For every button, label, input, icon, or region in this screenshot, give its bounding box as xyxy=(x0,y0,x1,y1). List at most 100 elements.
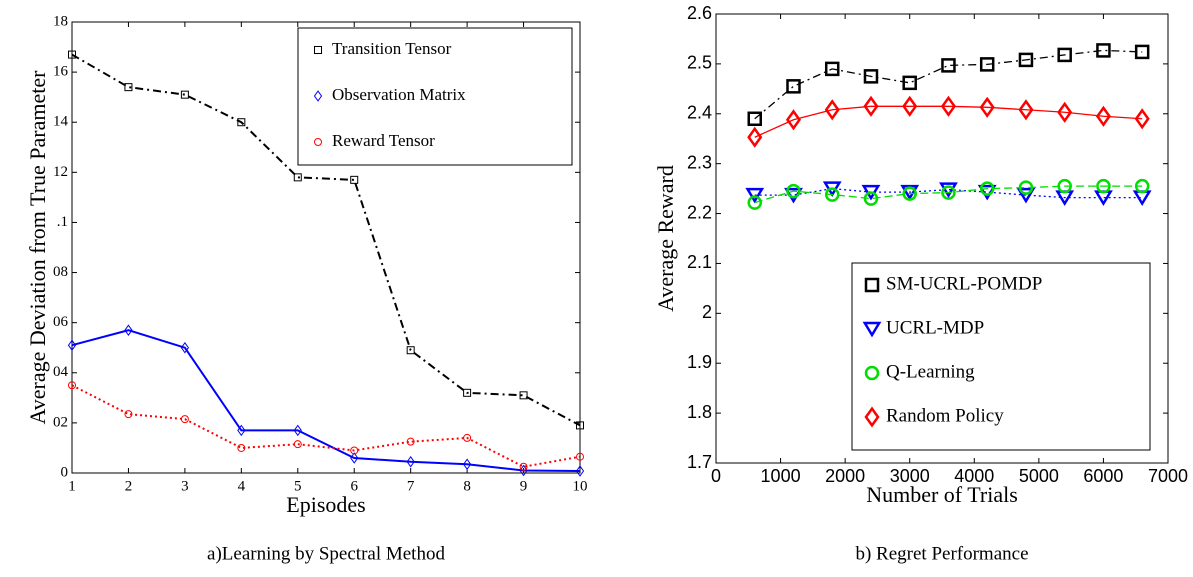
series-line xyxy=(754,49,1143,120)
marker xyxy=(824,187,840,202)
y-tick-label: 2.6 xyxy=(687,3,712,23)
legend-box xyxy=(297,27,573,166)
marker xyxy=(902,75,917,91)
marker xyxy=(940,95,956,117)
legend-marker xyxy=(864,277,880,293)
y-tick-label: 08 xyxy=(53,264,68,280)
legend-marker xyxy=(314,46,322,54)
y-tick-label: 2.3 xyxy=(687,152,712,172)
marker xyxy=(979,181,995,196)
y-tick-label: 0 xyxy=(61,464,69,480)
marker xyxy=(979,96,995,118)
marker xyxy=(1094,190,1113,207)
marker xyxy=(1134,108,1150,130)
marker xyxy=(463,433,472,442)
y-tick-label: 2.2 xyxy=(687,202,712,222)
marker xyxy=(406,346,415,355)
plot-frame xyxy=(715,13,1169,464)
x-tick-label: 7 xyxy=(407,478,415,494)
y-tick-label: 2.4 xyxy=(687,103,712,123)
y-tick-label: 02 xyxy=(53,414,68,430)
x-tick-label: 6000 xyxy=(1083,466,1123,486)
x-tick-label: 0 xyxy=(711,466,721,486)
plot-frame xyxy=(71,21,581,474)
marker xyxy=(902,186,917,201)
marker xyxy=(824,99,840,121)
marker xyxy=(863,95,879,117)
marker xyxy=(979,57,995,72)
series-line xyxy=(71,53,581,427)
marker xyxy=(180,341,190,354)
x-tick-label: 6 xyxy=(350,478,358,494)
y-tick-label: 2.1 xyxy=(687,252,712,272)
marker xyxy=(1134,178,1150,194)
series-line xyxy=(754,185,1143,204)
marker xyxy=(124,410,133,419)
legend-box xyxy=(851,262,1151,451)
x-tick-label: 10 xyxy=(573,478,588,494)
series-line xyxy=(754,105,1143,138)
marker xyxy=(1096,43,1111,58)
marker xyxy=(406,437,415,446)
marker xyxy=(747,126,763,148)
x-tick-label: 8 xyxy=(463,478,471,494)
x-axis-label: Number of Trials xyxy=(866,482,1018,507)
marker xyxy=(1057,101,1073,123)
y-tick-label: 1.9 xyxy=(687,352,712,372)
y-tick-label: 06 xyxy=(53,314,69,330)
marker xyxy=(350,452,359,464)
legend-label: Transition Tensor xyxy=(332,39,452,58)
x-tick-label: 5 xyxy=(294,478,302,494)
marker xyxy=(1018,52,1034,68)
marker xyxy=(745,187,765,204)
marker xyxy=(1057,178,1072,194)
marker xyxy=(863,69,879,84)
series-line xyxy=(71,329,581,472)
marker xyxy=(941,58,956,73)
marker xyxy=(519,464,528,477)
x-tick-label: 2000 xyxy=(825,466,865,486)
marker xyxy=(1095,105,1111,127)
marker xyxy=(861,184,881,201)
y-tick-label: 14 xyxy=(53,114,69,130)
marker xyxy=(519,391,528,400)
y-tick-label: 2.5 xyxy=(687,53,712,73)
marker xyxy=(124,324,133,336)
marker xyxy=(180,415,189,424)
marker xyxy=(68,381,76,390)
caption: a)Learning by Spectral Method xyxy=(207,543,445,564)
x-tick-label: 3000 xyxy=(890,466,930,486)
legend-marker xyxy=(314,138,322,146)
marker xyxy=(68,50,76,59)
marker xyxy=(1018,99,1034,121)
legend-label: UCRL-MDP xyxy=(886,317,984,338)
marker xyxy=(350,175,359,184)
marker xyxy=(747,195,762,210)
marker xyxy=(293,440,302,449)
x-axis-label: Episodes xyxy=(286,492,365,517)
marker xyxy=(293,424,302,437)
x-tick-label: 1 xyxy=(68,478,76,494)
series-line xyxy=(71,384,581,468)
legend-marker xyxy=(862,321,882,338)
y-axis-label: Average Reward xyxy=(653,165,678,312)
marker xyxy=(1096,178,1111,194)
chart: 1.7 1.8 1.9 2 2.1 2.2 2.3 2.4 2.5 2.6 0 1000 2000 300… xyxy=(653,3,1188,565)
x-tick-label: 4 xyxy=(238,478,246,494)
y-tick-label: 12 xyxy=(53,164,68,180)
marker xyxy=(785,109,802,131)
marker xyxy=(575,465,585,477)
y-tick-label: 1.7 xyxy=(687,452,712,472)
marker xyxy=(180,90,189,99)
marker xyxy=(939,182,958,199)
legend-marker xyxy=(864,406,880,428)
x-tick-label: 1000 xyxy=(761,466,801,486)
y-tick-label: 2 xyxy=(702,302,712,322)
marker xyxy=(1018,180,1034,195)
marker xyxy=(519,462,528,471)
y-axis-label: Average Deviation from True Parameter xyxy=(25,70,50,425)
marker xyxy=(900,184,920,201)
marker xyxy=(941,185,956,200)
marker xyxy=(786,79,801,94)
